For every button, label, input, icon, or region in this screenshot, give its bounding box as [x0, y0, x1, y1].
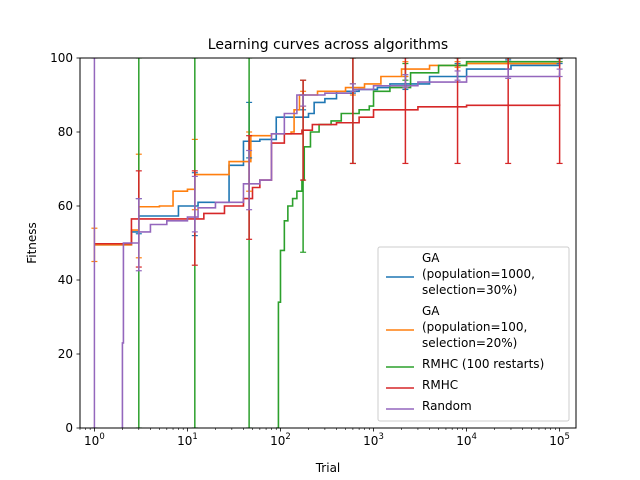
y-tick-label: 80	[58, 125, 73, 139]
x-axis: 100 101 102 103 104 105	[79, 428, 570, 448]
legend-label-0: GA (population=1000, selection=30%)	[422, 251, 535, 297]
y-tick-label: 60	[58, 199, 73, 213]
y-tick-label: 100	[50, 51, 73, 65]
x-tick-label: 104	[456, 432, 477, 448]
y-axis: 0 20 40 60 80 100	[50, 51, 80, 435]
legend-label-4: Random	[422, 399, 472, 413]
legend-label-2: RMHC (100 restarts)	[422, 357, 544, 371]
legend: GA (population=1000, selection=30%) GA (popu…	[377, 246, 570, 422]
x-axis-label: Trial	[315, 461, 341, 475]
series-line-0	[94, 61, 561, 246]
series-layer	[94, 58, 561, 428]
y-tick-label: 20	[58, 347, 73, 361]
y-axis-label: Fitness	[25, 222, 39, 264]
x-tick-label: 100	[84, 432, 105, 448]
legend-label-3: RMHC	[422, 378, 458, 392]
y-tick-label: 0	[65, 421, 73, 435]
chart-title: Learning curves across algorithms	[208, 37, 448, 53]
legend-box	[377, 246, 570, 422]
series-line-3	[94, 104, 561, 245]
y-tick-label: 40	[58, 273, 73, 287]
x-tick-label: 103	[363, 432, 384, 448]
series-line-1	[94, 59, 561, 246]
x-tick-label: 105	[549, 432, 570, 448]
plot-frame	[79, 57, 577, 429]
errorbar-layer	[91, 58, 563, 428]
series-line-4	[121, 72, 561, 428]
x-tick-label: 101	[177, 432, 198, 448]
legend-label-1: GA (population=100, selection=20%)	[422, 304, 527, 350]
x-tick-label: 102	[270, 432, 291, 448]
